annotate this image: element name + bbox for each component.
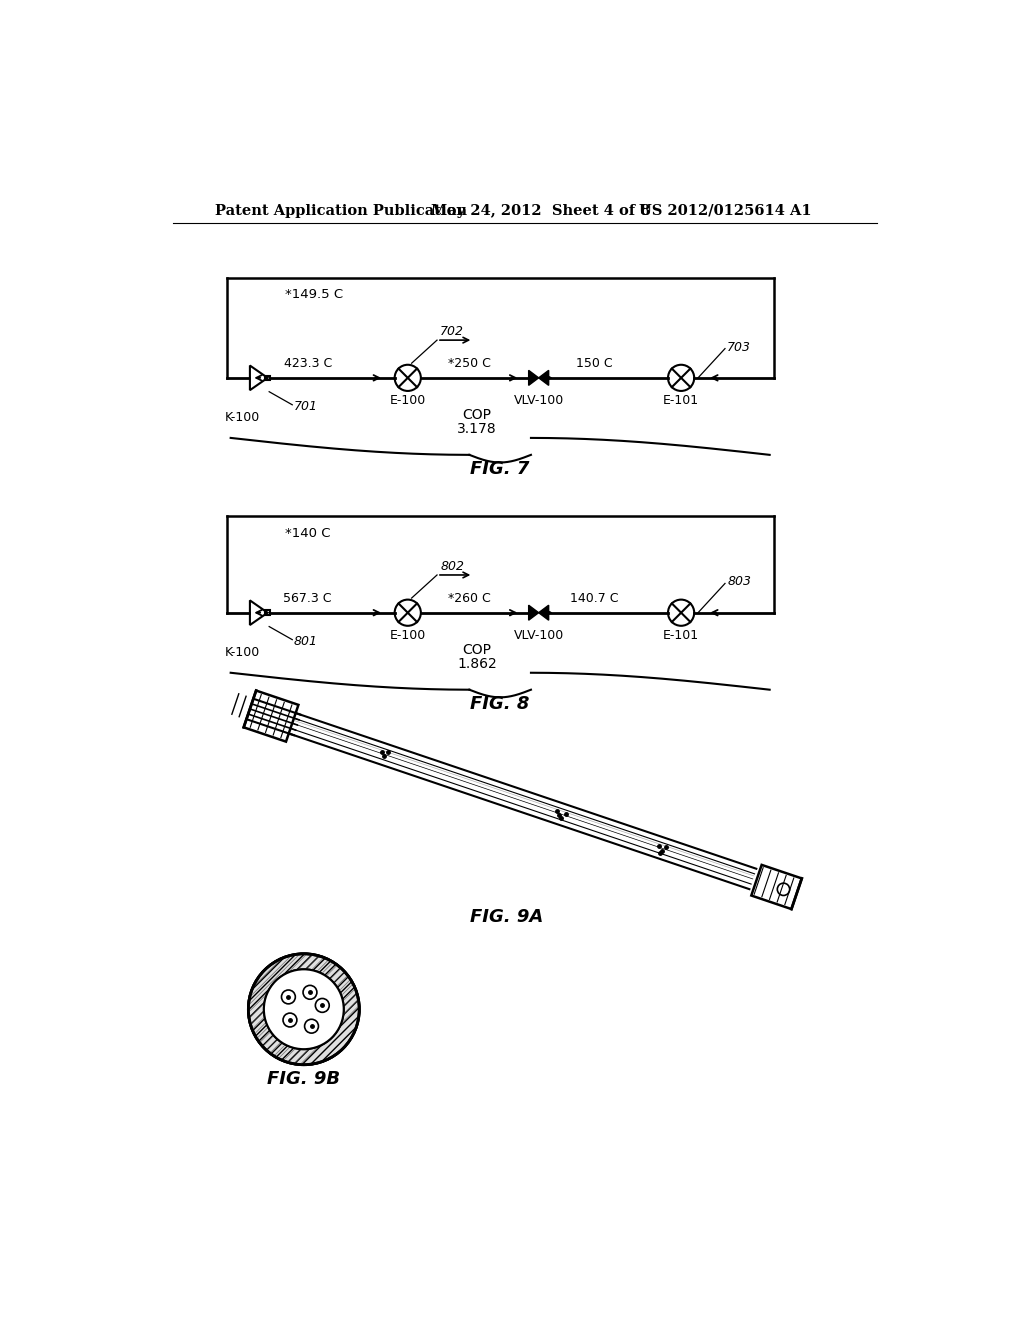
Circle shape [315,998,330,1012]
Text: *149.5 C: *149.5 C [285,288,343,301]
Circle shape [264,969,344,1049]
Text: K-100: K-100 [224,647,260,659]
Circle shape [304,1019,318,1034]
Polygon shape [528,371,539,385]
Text: E-100: E-100 [390,395,426,408]
Text: May 24, 2012  Sheet 4 of 8: May 24, 2012 Sheet 4 of 8 [431,203,650,218]
Text: K-100: K-100 [224,412,260,425]
Text: COP: COP [463,408,492,422]
Polygon shape [539,605,549,620]
Circle shape [283,1014,297,1027]
Text: E-100: E-100 [390,630,426,643]
Text: FIG. 7: FIG. 7 [470,459,529,478]
Text: *250 C: *250 C [447,358,490,371]
Text: 801: 801 [294,635,317,648]
Text: VLV-100: VLV-100 [513,395,564,408]
Text: 702: 702 [440,325,464,338]
Text: US 2012/0125614 A1: US 2012/0125614 A1 [639,203,811,218]
Text: 701: 701 [294,400,317,413]
Circle shape [303,985,316,999]
Text: VLV-100: VLV-100 [513,630,564,643]
Text: E-101: E-101 [664,630,699,643]
Text: E-101: E-101 [664,395,699,408]
Text: COP: COP [463,643,492,656]
Text: *140 C: *140 C [285,527,330,540]
Text: 150 C: 150 C [575,358,612,371]
Text: 703: 703 [727,341,752,354]
Text: 567.3 C: 567.3 C [284,593,332,606]
Text: 803: 803 [727,576,752,589]
Circle shape [264,969,344,1049]
Text: FIG. 9B: FIG. 9B [267,1069,340,1088]
Polygon shape [528,605,539,620]
Text: FIG. 9A: FIG. 9A [470,908,543,925]
Text: 423.3 C: 423.3 C [284,358,332,371]
Circle shape [249,954,359,1065]
Bar [265,610,270,615]
Text: Patent Application Publication: Patent Application Publication [215,203,467,218]
Circle shape [249,954,359,1065]
Text: 140.7 C: 140.7 C [569,593,618,606]
Circle shape [282,990,295,1005]
Polygon shape [539,371,549,385]
Text: 802: 802 [440,560,464,573]
Text: 3.178: 3.178 [458,421,497,436]
Bar [265,376,270,380]
Text: 1.862: 1.862 [457,656,497,671]
Text: *260 C: *260 C [447,593,490,606]
Text: FIG. 8: FIG. 8 [470,694,529,713]
